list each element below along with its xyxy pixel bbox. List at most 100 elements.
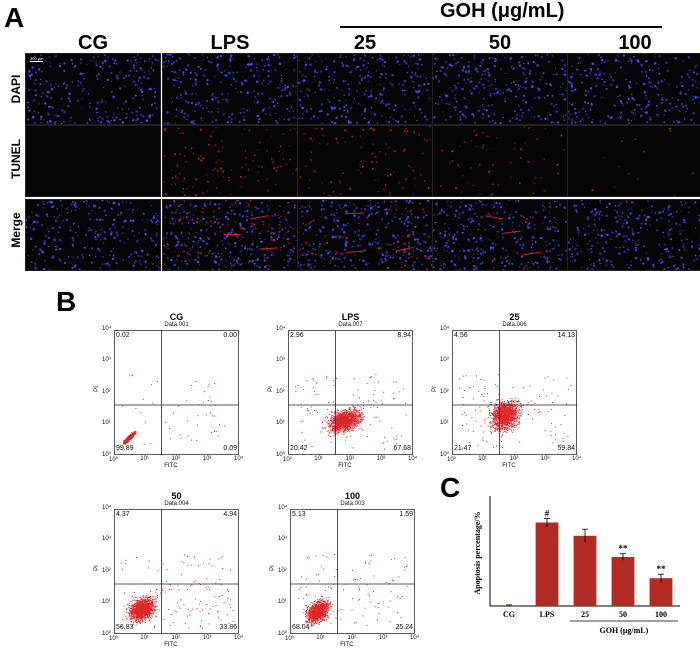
flow-plot-3-quadrant-ul: 4.37	[116, 511, 130, 518]
flow-plot-0-y-tick-3: 10³	[102, 357, 111, 364]
flow-plot-3-y-axis-label: PI	[93, 565, 100, 572]
flow-plot-4-x-tick-3: 10³	[378, 635, 388, 641]
flow-plot-2-x-tick-3: 10³	[540, 456, 550, 462]
flow-plot-3-x-axis-label: FITC	[164, 642, 178, 648]
flow-plot-4-x-tick-1: 10¹	[316, 635, 325, 641]
flow-plot-0-x-tick-3: 10³	[202, 456, 212, 462]
flow-plot-1-y-tick-0: 10⁰	[276, 452, 286, 458]
micro-image-tunel-100	[567, 125, 700, 197]
micro-image-merge-50	[432, 199, 568, 271]
micro-image-dapi-lps	[162, 53, 298, 125]
flow-plot-4-quadrant-ur: 1.59	[399, 511, 413, 518]
flow-plot-1-quadrant-lr: 67.68	[393, 445, 411, 452]
micro-image-merge-lps	[162, 199, 298, 271]
tick-label-100: 100	[655, 610, 667, 619]
flow-plot-0-subtitle: Data.001	[164, 322, 189, 328]
row-label-merge: Merge	[9, 212, 23, 248]
flow-plot-3-scatter	[114, 509, 239, 634]
flow-plot-4-x-tick-0: 10⁰	[285, 636, 295, 642]
panel-a-letter: A	[4, 2, 25, 33]
flow-plot-1-x-tick-1: 10¹	[314, 456, 323, 462]
flow-plot-3-x-tick-2: 10²	[171, 635, 181, 641]
flow-plot-1-x-tick-3: 10³	[376, 456, 386, 462]
flow-plot-1-quadrant-ll: 20.42	[290, 445, 308, 452]
goh-header: GOH (μg/mL)	[440, 0, 565, 22]
flow-plot-3-y-tick-1: 10¹	[102, 598, 111, 605]
flow-plot-0-title: CG	[169, 312, 184, 322]
flow-plot-1-x-axis-label: FITC	[338, 463, 352, 469]
annotation-100: **	[657, 564, 667, 574]
flow-plot-2-y-tick-2: 10²	[440, 388, 449, 395]
flow-plot-1-y-axis-label: PI	[267, 386, 274, 393]
flow-plot-1-quadrant-ul: 2.96	[290, 332, 304, 339]
flow-plot-3-y-tick-3: 10³	[102, 536, 111, 543]
micro-image-dapi-cg: 200 μm	[25, 53, 161, 125]
flow-plot-1-quadrant-ur: 8.94	[397, 332, 411, 339]
tick-label-50: 50	[619, 610, 627, 619]
flow-plot-4-quadrant-ll: 68.04	[292, 624, 310, 631]
column-label-cg: CG	[78, 32, 108, 54]
flow-plot-2-quadrant-ur: 14.13	[557, 332, 575, 339]
flow-plot-0-y-tick-4: 10⁴	[102, 326, 112, 332]
flow-plot-2-y-tick-4: 10⁴	[440, 326, 450, 332]
flow-plot-4-x-tick-4: 10⁴	[410, 635, 420, 641]
flow-plot-0-scatter	[114, 330, 239, 455]
flow-plot-1-y-tick-1: 10¹	[276, 419, 285, 426]
flow-plot-2-title: 25	[509, 312, 520, 322]
flow-plot-1-x-tick-0: 10⁰	[283, 457, 293, 463]
flow-plot-0-quadrant-ul: 0.02	[116, 332, 130, 339]
bar-50	[611, 557, 635, 606]
flow-plot-0-x-tick-0: 10⁰	[109, 457, 119, 463]
goh-header-line	[340, 26, 662, 28]
annotation-50: **	[619, 544, 629, 554]
flow-plot-0-quadrant-ll: 99.89	[116, 445, 134, 452]
flow-plot-4-x-axis-label: FITC	[340, 642, 354, 648]
y-axis-label: Apoptosis percentage/%	[473, 511, 482, 594]
micro-image-merge-25	[297, 199, 433, 271]
flow-plot-4-title: 100	[344, 491, 361, 501]
flow-plot-0-y-tick-1: 10¹	[102, 419, 111, 426]
flow-plot-2-x-tick-0: 10⁰	[447, 457, 457, 463]
flow-plot-1-y-tick-4: 10⁴	[276, 326, 286, 332]
flow-plot-4-y-tick-1: 10¹	[278, 598, 287, 605]
flow-plot-4-scatter	[290, 509, 415, 634]
flow-plot-0-y-tick-0: 10⁰	[102, 452, 112, 458]
flow-plot-4-quadrant-lr: 25.24	[395, 624, 413, 631]
flow-plot-3-title: 50	[171, 491, 182, 501]
flow-plot-4-y-tick-2: 10²	[278, 567, 287, 574]
flow-plot-2-x-axis-label: FITC	[502, 463, 516, 469]
flow-plot-2-subtitle: Data.006	[502, 322, 527, 328]
row-label-dapi: DAPI	[9, 74, 23, 104]
flow-plot-2-y-tick-0: 10⁰	[440, 452, 450, 458]
flow-plot-4-y-axis-label: PI	[269, 565, 276, 572]
micro-image-dapi-50	[432, 53, 568, 125]
flow-plot-0-x-axis-label: FITC	[164, 463, 178, 469]
flow-plot-3-y-tick-0: 10⁰	[102, 631, 112, 637]
flow-plot-3-y-tick-2: 10²	[102, 567, 111, 574]
flow-plot-3-x-tick-1: 10¹	[140, 635, 149, 641]
flow-plot-4-y-tick-0: 10⁰	[278, 631, 288, 637]
flow-plot-4-x-tick-2: 10²	[347, 635, 357, 641]
flow-plot-1-y-tick-2: 10²	[276, 388, 285, 395]
flow-plot-3-quadrant-ur: 4.94	[223, 511, 237, 518]
bar-LPS	[535, 522, 559, 606]
flow-plot-2-x-tick-4: 10⁴	[572, 456, 582, 462]
flow-plot-3-quadrant-ll: 56.83	[116, 624, 134, 631]
column-label-50: 50	[488, 32, 512, 54]
micro-image-tunel-cg	[25, 125, 161, 197]
flow-plot-4-subtitle: Data.003	[340, 501, 365, 507]
flow-plot-4-y-tick-3: 10³	[278, 536, 287, 543]
flow-plot-2-y-tick-1: 10¹	[440, 419, 449, 426]
micro-image-merge-cg	[25, 199, 161, 271]
flow-plot-2-x-tick-1: 10¹	[478, 456, 487, 462]
bar-100	[649, 578, 673, 606]
flow-plot-0-y-axis-label: PI	[93, 386, 100, 393]
column-label-100: 100	[618, 32, 652, 54]
flow-plot-0-x-tick-2: 10²	[171, 456, 181, 462]
micro-image-dapi-100	[567, 53, 700, 125]
flow-plot-2-y-tick-3: 10³	[440, 357, 449, 364]
apoptosis-bar-chart: CG LPS #25 50 ** 100 ** GOH (μg/mL) Apoptosis pe…	[473, 496, 680, 635]
micro-image-merge-100	[567, 199, 700, 271]
flow-plot-1-scatter	[288, 330, 413, 455]
flow-plot-0-quadrant-lr: 0.09	[223, 445, 237, 452]
